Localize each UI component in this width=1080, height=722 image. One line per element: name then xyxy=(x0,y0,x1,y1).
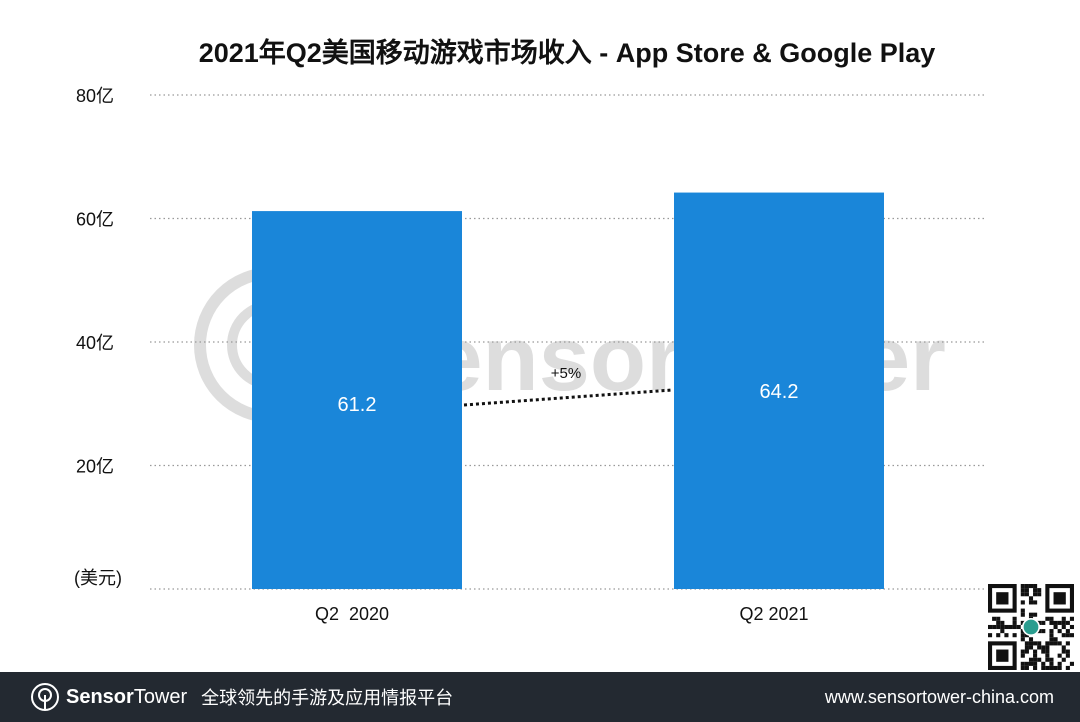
bar-value-label: 61.2 xyxy=(338,394,377,416)
x-tick-label: Q2 2020 xyxy=(315,604,389,624)
y-tick-label: 40亿 xyxy=(76,333,114,353)
slogan: 全球领先的手游及应用情报平台 xyxy=(201,688,454,709)
y-tick-label: 20亿 xyxy=(76,457,114,477)
brand-light: Tower xyxy=(133,685,188,708)
brand-bold: Sensor xyxy=(66,685,134,708)
y-tick-label: 60亿 xyxy=(76,210,114,230)
footer: SensorTower 全球领先的手游及应用情报平台 www.sensortow… xyxy=(0,672,1080,722)
bar-value-label: 64.2 xyxy=(760,381,799,403)
y-axis-unit: (美元) xyxy=(74,568,122,588)
qr-code xyxy=(988,584,1074,670)
website-url: www.sensortower-china.com xyxy=(824,686,1054,707)
growth-connector xyxy=(463,388,673,407)
sensortower-logo: SensorTower xyxy=(30,682,187,712)
growth-annotation: +5% xyxy=(551,365,581,382)
bar-chart: SensorTower 2021年Q2美国移动游戏市场收入 - App Stor… xyxy=(74,37,985,624)
sensortower-icon xyxy=(31,683,59,711)
y-tick-label: 80亿 xyxy=(76,86,114,106)
bar xyxy=(674,192,884,589)
chart-title: 2021年Q2美国移动游戏市场收入 - App Store & Google P… xyxy=(199,37,936,68)
bar xyxy=(252,211,462,589)
x-tick-label: Q2 2021 xyxy=(739,604,808,624)
